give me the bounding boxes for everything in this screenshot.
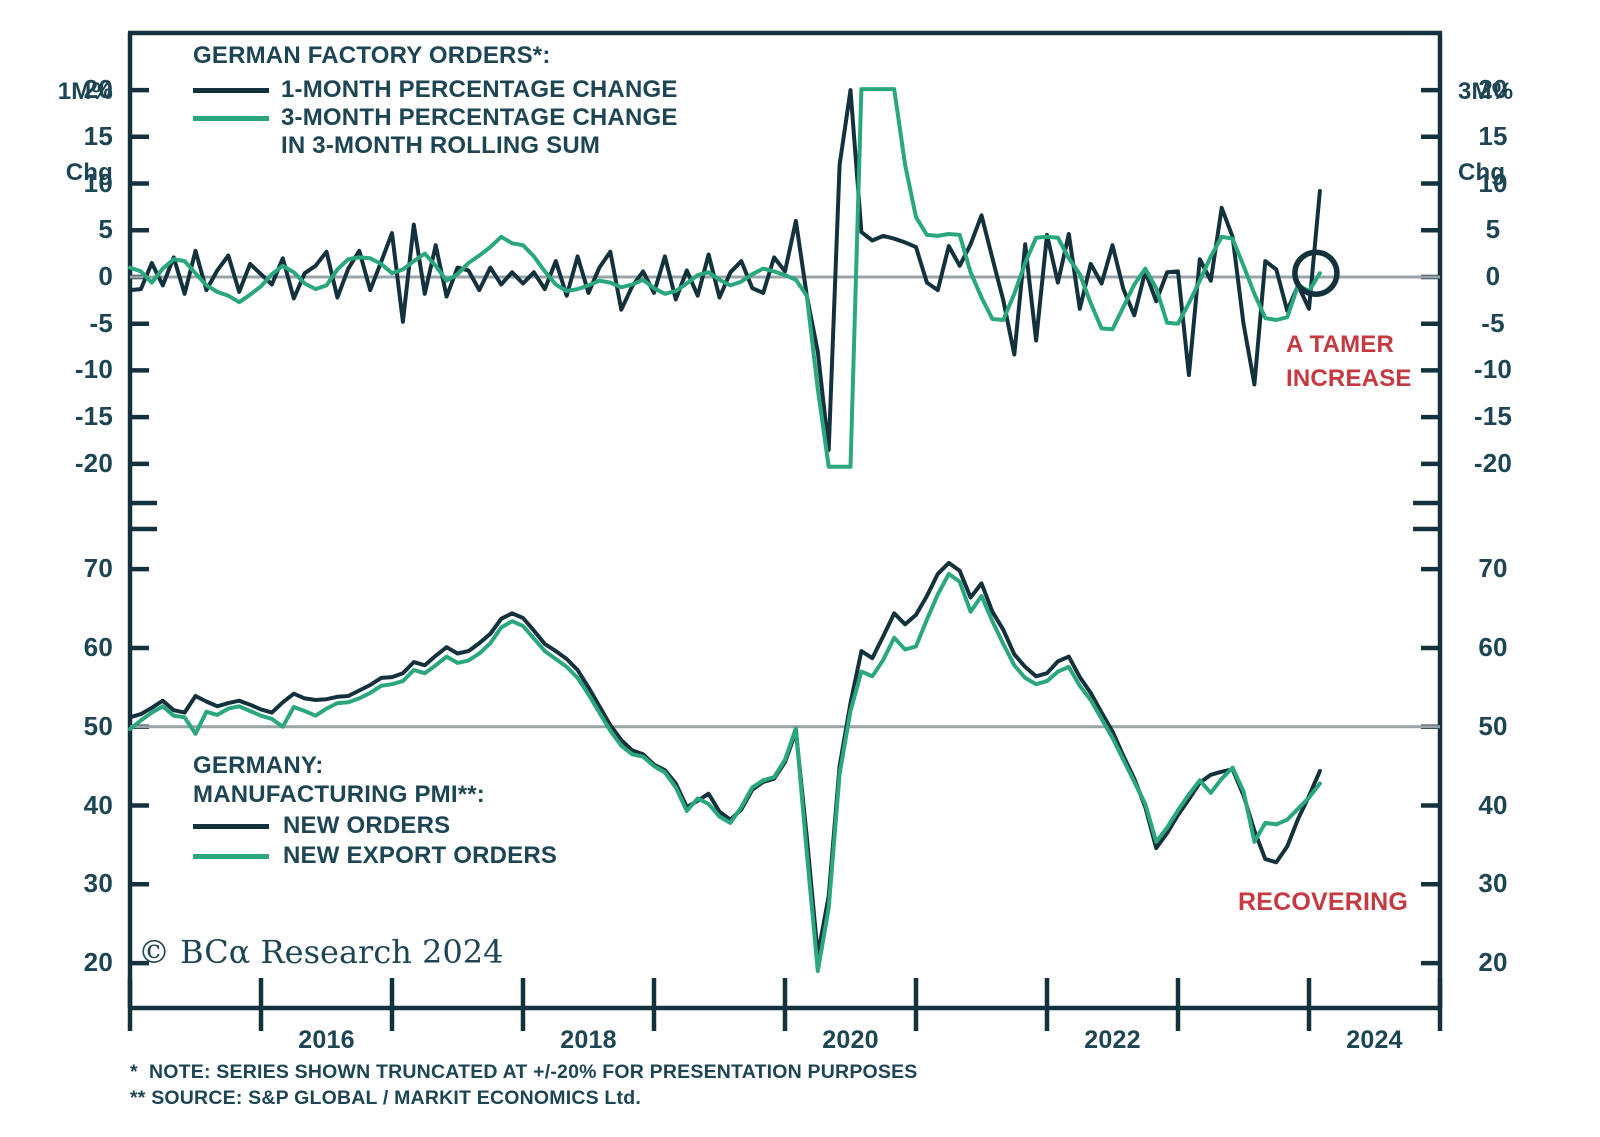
x-year-label: 2020 [822,1026,879,1054]
legend-label-3-month-line2: IN 3-MONTH ROLLING SUM [281,132,601,159]
y-tick-label-left: -5 [89,307,113,338]
y-tick-label-left: 60 [83,631,113,662]
y-tick-label-left: -10 [74,354,113,385]
legend-label-new-export-orders: NEW EXPORT ORDERS [283,842,558,869]
y-tick-label-right: -20 [1473,447,1513,478]
annotation-circle [1292,249,1340,297]
legend-line-new-orders [193,824,269,829]
y-tick-label-left: 70 [83,553,113,584]
x-year-label: 2016 [298,1026,355,1054]
y-tick-label-left: -15 [74,401,113,432]
legend-label-3-month-line1: 3-MONTH PERCENTAGE CHANGE [281,104,678,131]
y-tick-label-left: 20 [83,946,113,977]
axis-unit-text: Chg [1458,159,1506,186]
y-tick-label-right: 5 [1485,214,1501,245]
legend-line-3-month [193,116,269,121]
y-tick-label-left: 5 [98,214,113,245]
axis-unit-text: 3M% [1458,78,1514,105]
legend-label-1-month: 1-MONTH PERCENTAGE CHANGE [281,76,678,103]
series-line-green [128,571,1322,973]
x-year-label: 2018 [560,1026,617,1054]
footnote-note: * NOTE: SERIES SHOWN TRUNCATED AT +/-20%… [130,1061,918,1083]
series-line-green [128,87,1322,469]
y-tick-label-left: 10 [83,167,113,198]
y-tick-label-right: 40 [1478,789,1508,820]
y-tick-label-right: -15 [1473,401,1513,432]
y-tick-label-left: -20 [74,447,113,478]
bottom-chart-title-line2: MANUFACTURING PMI**: [193,781,485,808]
y-tick-label-right: 60 [1478,631,1508,662]
axis-unit-text: 1M% [57,78,113,105]
y-tick-label-left: 0 [98,260,113,291]
y-tick-label-left: 50 [83,710,113,741]
y-tick-label-right: 50 [1478,710,1508,741]
top-right-axis-unit: 3M% Chg [1458,24,1548,240]
y-tick-label-right: 15 [1478,120,1508,151]
top-chart-title: GERMAN FACTORY ORDERS*: [193,42,551,69]
y-tick-label-left: 20 [83,73,113,104]
footnote-source: ** SOURCE: S&P GLOBAL / MARKIT ECONOMICS… [130,1087,641,1109]
y-tick-label-right: 30 [1478,868,1508,899]
bottom-chart-title-line1: GERMANY: [193,752,324,779]
legend-label-new-orders: NEW ORDERS [283,812,451,839]
y-tick-label-right: -10 [1473,354,1513,385]
legend-line-1-month [193,88,269,93]
y-tick-label-right: -5 [1481,307,1505,338]
y-tick-label-right: 20 [1478,946,1508,977]
y-tick-label-right: 20 [1478,73,1508,104]
y-tick-label-right: 10 [1478,167,1508,198]
x-year-label: 2022 [1084,1026,1141,1054]
y-tick-label-left: 15 [83,120,113,151]
series-line-navy [128,88,1322,452]
axis-unit-text: Chg [65,159,113,186]
y-tick-label-left: 40 [83,789,113,820]
annotation-recovering: RECOVERING [1238,888,1409,916]
annotation-a-tamer: A TAMER [1286,331,1395,358]
copyright-bca-research: © BCα Research 2024 [138,933,504,971]
y-tick-label-right: 0 [1485,260,1501,291]
top-left-axis-unit: 1M% Chg [23,24,113,240]
legend-line-new-export-orders [193,854,269,859]
x-year-label: 2024 [1346,1026,1403,1054]
annotation-increase: INCREASE [1286,365,1412,392]
y-tick-label-left: 30 [83,868,113,899]
y-tick-label-right: 70 [1478,553,1508,584]
